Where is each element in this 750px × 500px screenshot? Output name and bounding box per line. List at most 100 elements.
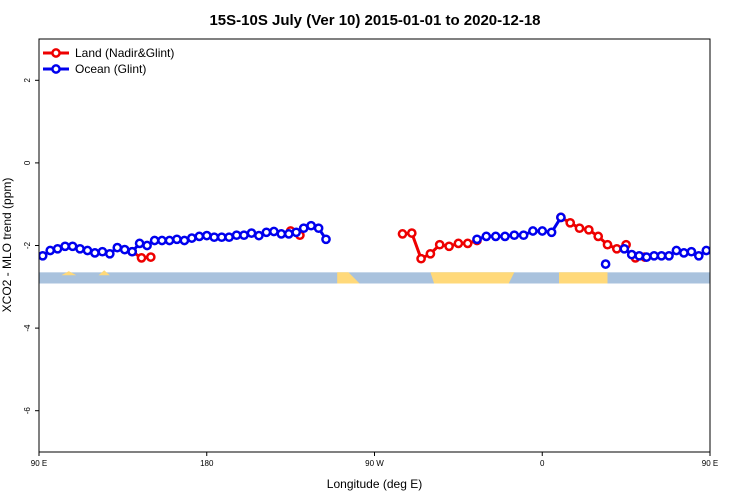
x-tick-label: 0 — [540, 459, 545, 468]
land-band-block — [430, 272, 515, 284]
ocean-data-point — [52, 243, 63, 254]
y-tick-label: -2 — [23, 241, 32, 249]
ocean-data-point — [142, 240, 152, 251]
ocean-data-point — [298, 223, 309, 234]
ocean-band — [39, 272, 710, 284]
ocean-data-point — [500, 231, 510, 242]
ocean-data-point — [649, 250, 659, 261]
land-data-point — [611, 243, 622, 254]
ocean-data-point — [269, 226, 279, 237]
ocean-data-point — [172, 234, 182, 245]
ocean-data-point — [701, 245, 710, 256]
land-data-point — [425, 248, 436, 259]
land-band-block — [61, 271, 77, 276]
ocean-data-point — [291, 227, 302, 238]
legend-marker-land — [51, 48, 61, 58]
ocean-data-point — [641, 252, 652, 262]
ocean-data-point — [528, 226, 538, 236]
ocean-data-point — [164, 235, 175, 246]
ocean-data-point — [600, 259, 611, 269]
x-tick-label: 90 E — [702, 459, 718, 468]
land-data-point — [583, 224, 594, 235]
land-band-block — [559, 272, 608, 284]
ocean-data-point — [97, 246, 108, 257]
ocean-data-point — [112, 242, 123, 253]
ocean-data-point — [157, 235, 167, 246]
ocean-data-point — [239, 230, 249, 241]
ocean-data-point — [679, 248, 689, 258]
chart-title: 15S-10S July (Ver 10) 2015-01-01 to 2020… — [209, 12, 540, 29]
ocean-data-point — [134, 238, 145, 249]
ocean-data-point — [693, 250, 704, 261]
ocean-data-point — [179, 235, 190, 246]
ocean-data-point — [481, 231, 492, 242]
ocean-data-point — [664, 250, 674, 261]
x-tick-label: 180 — [200, 459, 214, 468]
ocean-data-point — [490, 231, 501, 242]
ocean-data-point — [261, 227, 272, 238]
y-tick-label: -6 — [23, 407, 32, 415]
ocean-data-point — [619, 243, 630, 254]
ocean-data-point — [556, 212, 566, 223]
legend-label-ocean: Ocean (Glint) — [75, 62, 146, 76]
land-band-block — [337, 272, 360, 284]
ocean-data-point — [216, 232, 227, 243]
ocean-data-point — [82, 245, 93, 256]
y-tick-label: 0 — [23, 160, 32, 165]
ocean-data-point — [186, 233, 197, 243]
ocean-data-point — [718, 245, 725, 252]
land-data-point — [462, 238, 473, 249]
land-data-point — [602, 239, 613, 250]
ocean-data-point — [149, 235, 160, 246]
ocean-data-point — [127, 246, 138, 257]
land-data-point — [444, 241, 454, 252]
ocean-data-point — [656, 250, 667, 261]
ocean-data-point — [60, 241, 70, 252]
ocean-data-point — [509, 230, 520, 241]
y-tick-label: -4 — [23, 324, 32, 332]
land-data-point — [565, 217, 576, 228]
x-tick-label: 90 W — [365, 459, 384, 468]
land-data-point — [416, 253, 426, 264]
ocean-data-point — [634, 250, 645, 261]
ocean-data-point — [75, 243, 85, 254]
series-layer — [39, 212, 747, 269]
ocean-data-point — [306, 220, 316, 231]
ocean-data-point — [254, 230, 264, 241]
land-data-point — [145, 252, 156, 262]
ocean-data-point — [321, 234, 331, 245]
ocean-data-point — [686, 246, 697, 257]
legend: Land (Nadir&Glint) Ocean (Glint) — [43, 46, 174, 76]
ocean-data-point — [194, 231, 205, 242]
ocean-data-point — [537, 226, 548, 236]
ocean-data-point — [119, 244, 130, 255]
ocean-data-point — [626, 249, 637, 260]
ocean-data-point — [546, 227, 557, 238]
ocean-data-point — [733, 242, 740, 249]
legend-label-land: Land (Nadir&Glint) — [75, 46, 174, 60]
legend-marker-ocean — [51, 64, 61, 74]
ocean-data-point — [313, 223, 324, 234]
ocean-data-point — [67, 241, 78, 252]
ocean-data-point — [518, 230, 529, 241]
y-tick-label: 2 — [23, 78, 32, 83]
ocean-data-point — [283, 229, 294, 239]
ocean-data-point — [231, 230, 242, 241]
ocean-data-point — [276, 229, 287, 239]
ocean-data-point — [671, 245, 682, 256]
land-data-point — [453, 238, 464, 249]
land-data-point — [136, 253, 147, 263]
land-band-block — [98, 270, 110, 276]
ocean-data-point — [740, 245, 747, 252]
y-axis: 2 0 -2 -4 -6 — [23, 78, 39, 415]
ocean-data-point — [209, 232, 220, 243]
land-data-point — [406, 228, 417, 238]
surface-band — [39, 270, 710, 284]
land-data-point — [593, 231, 604, 242]
land-data-point — [397, 229, 408, 239]
ocean-data-point — [39, 250, 48, 261]
ocean-data-point — [708, 247, 710, 254]
ocean-data-point — [725, 242, 732, 249]
ocean-data-point — [104, 248, 115, 259]
